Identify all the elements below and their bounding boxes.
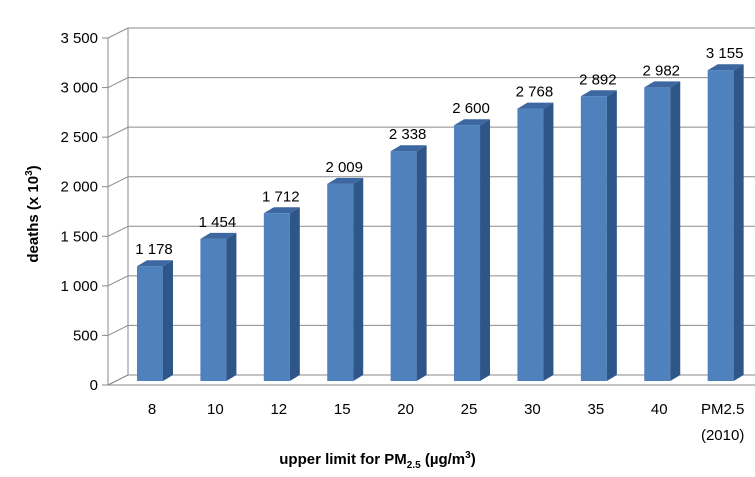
gridline-diagonal bbox=[107, 225, 129, 237]
bar-top bbox=[517, 102, 554, 109]
x-axis-title-main: upper limit for PM bbox=[279, 451, 407, 468]
gridline-diagonal bbox=[107, 176, 129, 188]
x-tick-label: 10 bbox=[207, 401, 224, 418]
bar bbox=[390, 151, 417, 381]
data-label: 2 600 bbox=[452, 100, 490, 117]
x-tick-label: 40 bbox=[651, 401, 668, 418]
x-tick-label: 35 bbox=[587, 401, 604, 418]
bar-side bbox=[606, 90, 617, 381]
y-axis-title-end: ) bbox=[25, 165, 42, 171]
bar bbox=[454, 125, 481, 381]
y-axis-title: deaths (x 103) bbox=[24, 139, 42, 289]
bar bbox=[137, 266, 163, 381]
bar-top bbox=[200, 232, 237, 239]
x-tick-label: 25 bbox=[461, 401, 478, 418]
gridline-diagonal bbox=[107, 275, 129, 287]
bar bbox=[580, 96, 607, 381]
bar-side bbox=[480, 119, 491, 381]
bar-top bbox=[263, 207, 300, 214]
y-tick-label: 3 500 bbox=[60, 30, 98, 47]
bar bbox=[707, 70, 734, 381]
bar bbox=[263, 213, 290, 381]
bar bbox=[327, 183, 354, 381]
gridline-diagonal bbox=[107, 126, 129, 138]
bar bbox=[517, 108, 544, 381]
data-label: 2 892 bbox=[579, 71, 617, 88]
bar-side bbox=[226, 232, 237, 381]
y-tick-label: 2 500 bbox=[60, 129, 98, 146]
bar-side bbox=[163, 260, 173, 381]
bar bbox=[200, 238, 227, 381]
bar-side bbox=[289, 207, 300, 381]
data-label: 2 338 bbox=[389, 126, 427, 143]
x-tick-label-line2: (2010) bbox=[701, 427, 744, 444]
bar-side bbox=[416, 145, 427, 381]
bar-side bbox=[733, 64, 744, 381]
bar-top bbox=[644, 81, 681, 88]
bar bbox=[644, 87, 671, 381]
y-axis-ticks: 0 500 1 000 1 500 2 000 2 500 3 000 3 500 bbox=[60, 30, 108, 394]
x-tick-label: PM2.5 bbox=[701, 401, 744, 418]
bar-side bbox=[543, 102, 554, 381]
x-axis-title: upper limit for PM2.5 (µg/m3) bbox=[0, 450, 755, 471]
bar-top bbox=[454, 119, 491, 126]
x-axis-title-subscript: 2.5 bbox=[406, 460, 421, 471]
x-axis-ticks: 8 10 12 15 20 25 30 35 40 PM2.5 (2010) bbox=[148, 401, 745, 444]
x-tick-label: 20 bbox=[397, 401, 414, 418]
y-tick-label: 1 500 bbox=[60, 228, 98, 245]
bar-side bbox=[670, 81, 681, 381]
y-tick-label: 3 000 bbox=[60, 80, 98, 97]
gridline-diagonal bbox=[107, 27, 129, 39]
bar-top bbox=[137, 260, 173, 267]
y-axis-title-main: deaths (x 10 bbox=[25, 175, 42, 263]
x-tick-label: 15 bbox=[334, 401, 351, 418]
data-label: 2 768 bbox=[516, 84, 554, 101]
x-axis-title-exponent: 3 bbox=[465, 450, 471, 461]
y-tick-label: 2 000 bbox=[60, 179, 98, 196]
x-axis-title-unit: (µg/m bbox=[420, 451, 466, 468]
y-axis-title-exponent: 3 bbox=[24, 170, 35, 176]
data-label: 1 712 bbox=[262, 188, 300, 205]
data-label: 2 009 bbox=[325, 159, 363, 176]
x-tick-label: 12 bbox=[270, 401, 287, 418]
gridline-diagonal bbox=[107, 324, 129, 336]
x-tick-label: 30 bbox=[524, 401, 541, 418]
gridline-diagonal bbox=[107, 374, 129, 386]
bar-top bbox=[327, 177, 364, 184]
bars bbox=[137, 64, 744, 381]
y-tick-label: 500 bbox=[73, 327, 98, 344]
data-label: 1 178 bbox=[135, 241, 173, 258]
data-label: 1 454 bbox=[199, 214, 237, 231]
data-label: 2 982 bbox=[642, 62, 680, 79]
y-tick-label: 0 bbox=[90, 377, 98, 394]
bar-top bbox=[580, 90, 617, 97]
x-axis-title-end: ) bbox=[470, 451, 476, 468]
data-label: 3 155 bbox=[706, 45, 744, 62]
bar-side bbox=[353, 177, 364, 381]
bar-top bbox=[390, 145, 427, 152]
data-labels: 1 178 1 454 1 712 2 009 2 338 2 600 2 768 2 892… bbox=[135, 45, 743, 258]
x-tick-label: 8 bbox=[148, 401, 156, 418]
bar-top bbox=[707, 64, 744, 71]
gridline-diagonal bbox=[107, 77, 129, 89]
y-tick-label: 1 000 bbox=[60, 278, 98, 295]
